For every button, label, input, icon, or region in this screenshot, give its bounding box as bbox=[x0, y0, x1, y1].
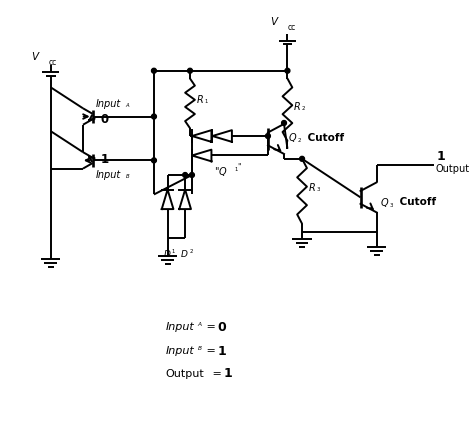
Text: $_B$: $_B$ bbox=[125, 172, 130, 181]
Text: =: = bbox=[209, 368, 225, 378]
Text: $Q$: $Q$ bbox=[381, 196, 390, 208]
Circle shape bbox=[282, 121, 286, 126]
Circle shape bbox=[265, 134, 270, 139]
Circle shape bbox=[182, 173, 188, 178]
Text: $\mathbf{1}$: $\mathbf{1}$ bbox=[217, 344, 227, 357]
Text: cc: cc bbox=[49, 58, 57, 67]
Text: "$Q$: "$Q$ bbox=[214, 164, 228, 177]
Text: $V$: $V$ bbox=[270, 15, 280, 27]
Circle shape bbox=[190, 173, 194, 178]
Text: $_A$: $_A$ bbox=[197, 319, 203, 328]
Text: Input: Input bbox=[95, 99, 121, 109]
Text: Input: Input bbox=[95, 170, 121, 180]
Text: $_2$: $_2$ bbox=[301, 104, 306, 113]
Text: Cutoff: Cutoff bbox=[303, 132, 344, 143]
Text: Output: Output bbox=[436, 164, 470, 174]
Circle shape bbox=[152, 115, 156, 120]
Circle shape bbox=[300, 157, 304, 162]
Text: $D$: $D$ bbox=[180, 248, 189, 259]
Text: $_A$: $_A$ bbox=[125, 101, 130, 110]
Text: $D$: $D$ bbox=[163, 248, 171, 259]
Text: Input: Input bbox=[165, 345, 194, 356]
Text: $R$: $R$ bbox=[293, 100, 301, 112]
Text: cc: cc bbox=[287, 23, 296, 32]
Text: $_2$: $_2$ bbox=[189, 246, 194, 255]
Text: $_3$: $_3$ bbox=[389, 200, 394, 209]
Text: $_1$: $_1$ bbox=[172, 246, 176, 255]
Text: $V$: $V$ bbox=[31, 50, 41, 62]
Text: $\mathbf{0}$: $\mathbf{0}$ bbox=[100, 113, 110, 126]
Text: $\mathbf{1}$: $\mathbf{1}$ bbox=[223, 366, 233, 380]
Circle shape bbox=[188, 69, 192, 74]
Text: =: = bbox=[203, 345, 219, 356]
Text: $R$: $R$ bbox=[308, 180, 316, 192]
Text: $R$: $R$ bbox=[196, 93, 204, 105]
Text: $\mathbf{1}$: $\mathbf{1}$ bbox=[436, 150, 446, 163]
Text: Cutoff: Cutoff bbox=[396, 197, 436, 207]
Text: $_B$: $_B$ bbox=[197, 343, 202, 352]
Text: $_3$: $_3$ bbox=[316, 185, 321, 194]
Circle shape bbox=[152, 158, 156, 164]
Circle shape bbox=[285, 69, 290, 74]
Text: $_2$: $_2$ bbox=[297, 136, 301, 145]
Text: =: = bbox=[203, 321, 219, 331]
Text: Input: Input bbox=[165, 321, 194, 331]
Circle shape bbox=[152, 69, 156, 74]
Text: $Q$: $Q$ bbox=[288, 131, 297, 144]
Text: Output: Output bbox=[165, 368, 204, 378]
Text: $\mathbf{0}$: $\mathbf{0}$ bbox=[217, 320, 228, 333]
Text: $_1$": $_1$" bbox=[234, 161, 242, 174]
Text: $_1$: $_1$ bbox=[204, 97, 209, 106]
Text: $\mathbf{1}$: $\mathbf{1}$ bbox=[100, 153, 110, 166]
